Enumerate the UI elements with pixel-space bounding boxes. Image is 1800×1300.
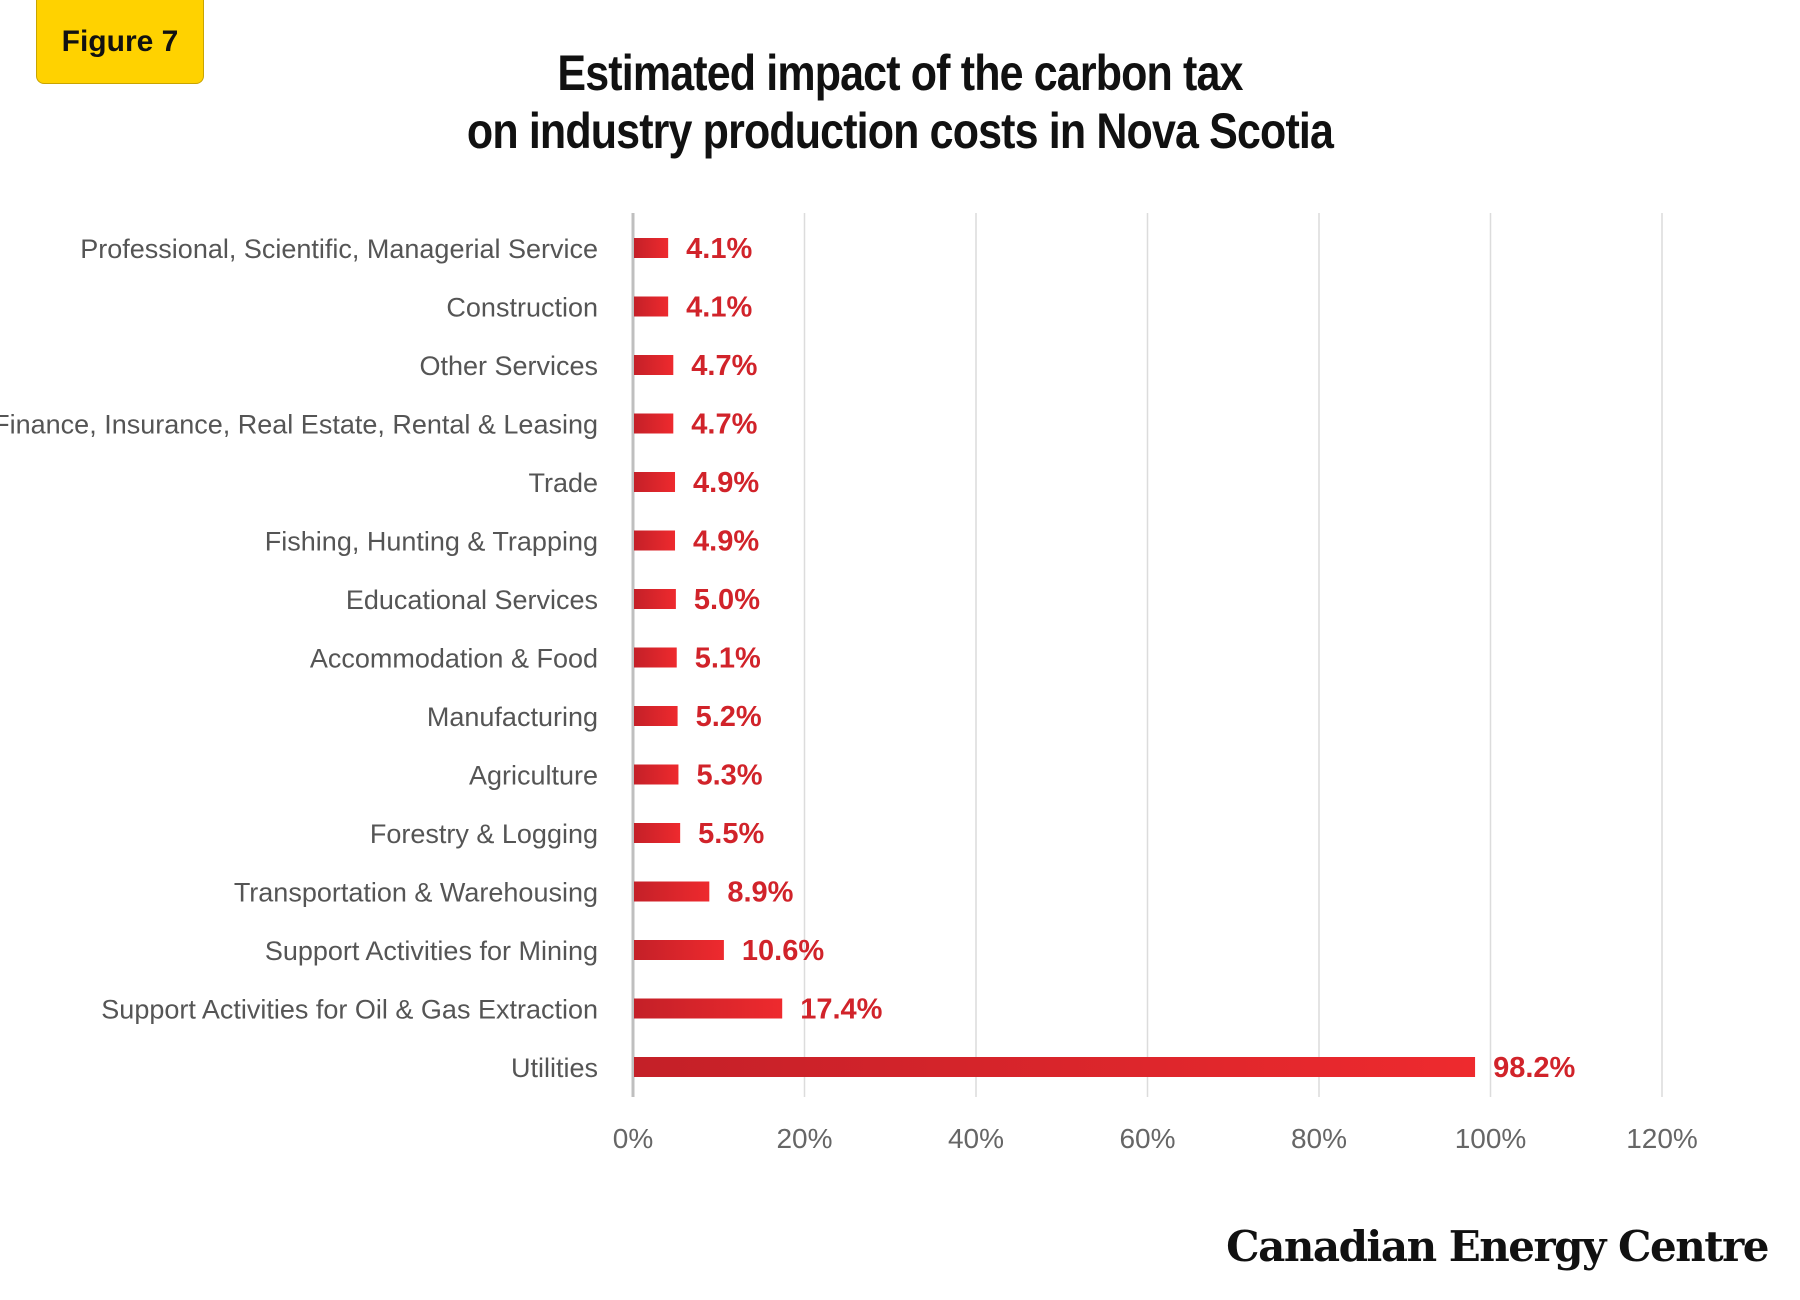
- x-tick-label: 80%: [1291, 1123, 1347, 1154]
- value-label: 8.9%: [727, 877, 793, 909]
- x-tick-label: 120%: [1626, 1123, 1698, 1154]
- chart-title: Estimated impact of the carbon tax on in…: [126, 44, 1674, 160]
- bar: [634, 823, 681, 843]
- bar: [634, 238, 669, 258]
- value-label: 17.4%: [800, 994, 882, 1026]
- bar: [634, 472, 676, 492]
- bar: [634, 355, 674, 375]
- bars: [634, 238, 1476, 1077]
- value-label: 4.9%: [693, 526, 759, 558]
- category-label: Finance, Insurance, Real Estate, Rental …: [0, 410, 598, 440]
- value-label: 4.1%: [686, 233, 752, 265]
- category-label: Support Activities for Oil & Gas Extract…: [101, 995, 598, 1025]
- bar: [634, 998, 783, 1019]
- bar: [634, 296, 669, 317]
- bar: [634, 706, 678, 726]
- category-label: Transportation & Warehousing: [234, 878, 598, 908]
- value-label: 5.0%: [694, 584, 760, 616]
- value-label: 4.7%: [691, 350, 757, 382]
- chart-title-line-1: Estimated impact of the carbon tax: [557, 45, 1243, 101]
- x-tick-label: 20%: [776, 1123, 832, 1154]
- value-label: 5.3%: [696, 760, 762, 792]
- value-label: 5.2%: [696, 701, 762, 733]
- category-label: Other Services: [419, 351, 598, 381]
- category-label: Forestry & Logging: [370, 819, 598, 849]
- category-label: Trade: [528, 468, 598, 498]
- value-label: 10.6%: [742, 935, 824, 967]
- x-tick-label: 100%: [1455, 1123, 1527, 1154]
- bar: [634, 881, 710, 902]
- category-label: Fishing, Hunting & Trapping: [265, 527, 598, 557]
- category-label: Manufacturing: [427, 702, 598, 732]
- category-label: Construction: [446, 293, 598, 323]
- bar: [634, 1057, 1476, 1077]
- bar: [634, 413, 674, 434]
- value-label: 4.7%: [691, 409, 757, 441]
- bar: [634, 647, 677, 668]
- x-tick-label: 0%: [613, 1123, 653, 1154]
- x-tick-label: 40%: [948, 1123, 1004, 1154]
- x-tick-label: 60%: [1119, 1123, 1175, 1154]
- figure-badge: Figure 7: [36, 0, 204, 84]
- category-label: Educational Services: [346, 585, 598, 615]
- value-label: 5.5%: [698, 818, 764, 850]
- bar: [634, 940, 724, 960]
- brand-logo-text: Canadian Energy Centre: [1226, 1222, 1769, 1271]
- value-label: 4.1%: [686, 292, 752, 324]
- gridlines: [631, 213, 1663, 1097]
- labels: 0% 20% 40% 60% 80% 100% 120% Professional, Scie…: [0, 233, 1698, 1154]
- category-label: Accommodation & Food: [310, 644, 598, 674]
- category-label: Utilities: [511, 1053, 598, 1083]
- value-label: 5.1%: [695, 643, 761, 675]
- value-label: 4.9%: [693, 467, 759, 499]
- chart-title-line-2: on industry production costs in Nova Sco…: [466, 103, 1334, 159]
- category-label: Support Activities for Mining: [265, 936, 598, 966]
- value-label: 98.2%: [1493, 1052, 1575, 1084]
- bar: [634, 764, 679, 785]
- category-label: Professional, Scientific, Managerial Ser…: [80, 234, 598, 264]
- bar: [634, 589, 676, 609]
- bar: [634, 530, 676, 551]
- category-label: Agriculture: [469, 761, 598, 791]
